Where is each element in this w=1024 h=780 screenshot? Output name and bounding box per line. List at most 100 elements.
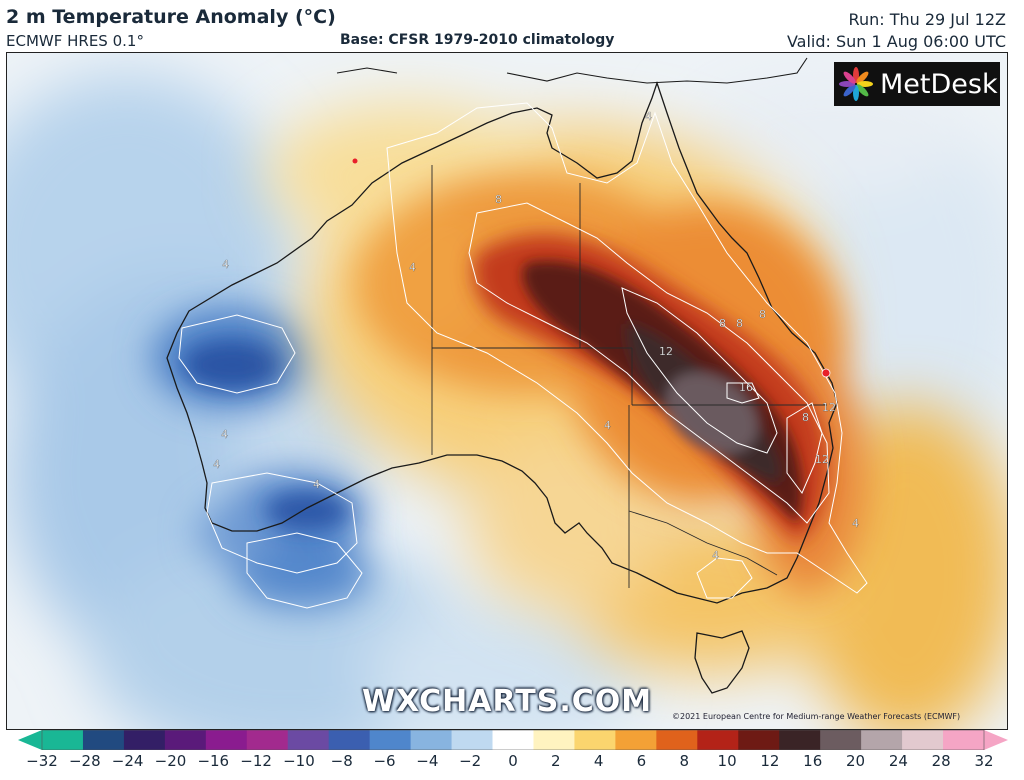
model-label: ECMWF HRES 0.1°	[6, 32, 144, 50]
nsw-vic-border	[628, 510, 778, 576]
legend-tick-label: −10	[283, 752, 315, 770]
colorbar-segment	[820, 730, 862, 750]
legend-tick-label: 20	[845, 752, 866, 770]
valid-time-label: Valid: Sun 1 Aug 06:00 UTC	[786, 32, 1006, 51]
legend-tick-label: −12	[240, 752, 272, 770]
contour-minus4-wa-north	[178, 314, 296, 394]
metdesk-flower-icon	[839, 67, 873, 101]
colorbar-segment	[164, 730, 207, 750]
colorbar-segment	[902, 730, 944, 750]
contour-label: 4	[222, 258, 229, 271]
colorbar-segment	[205, 730, 248, 750]
australia-coastline	[166, 80, 838, 604]
colorbar-segment	[861, 730, 903, 750]
colorbar-segment	[451, 730, 494, 750]
legend-tick-label: −20	[154, 752, 187, 770]
state-borders	[431, 165, 827, 588]
legend-tick-label: 10	[717, 752, 737, 770]
contour-label: 4	[712, 549, 719, 562]
colorbar-left-arrow	[18, 730, 42, 750]
colorbar-segment	[574, 730, 616, 750]
colorbar-segment	[656, 730, 698, 750]
legend-tick-label: 28	[931, 752, 951, 770]
contour-label: 4	[852, 517, 859, 530]
contour-8	[468, 202, 830, 524]
legend-tick-labels: −32 −28 −24 −20 −16 −12 −10 −8 −6 −4 −2 0 2 4 6 8 10 12 16…	[0, 752, 1024, 776]
legend-tick-label: −16	[197, 752, 230, 770]
contour-4-vic	[696, 557, 753, 599]
anomaly-map: 4 8 12 16 8 8 8 8 12 12 4 4 4 4 4 4 4 4	[6, 52, 1008, 730]
location-marker-darwin	[352, 158, 358, 164]
contour-lines	[178, 102, 868, 609]
colorbar-segment	[123, 730, 166, 750]
colorbar-segment	[943, 730, 985, 750]
contour-label: 4	[604, 419, 611, 432]
legend-tick-label: −24	[111, 752, 144, 770]
legend-tick-label: 16	[803, 752, 823, 770]
colorbar-segment	[492, 730, 535, 750]
colorbar-segment	[369, 730, 412, 750]
timor-coastline	[336, 67, 398, 74]
legend-tick-label: −28	[68, 752, 101, 770]
colorbar-segment	[246, 730, 289, 750]
legend-tick-label: 2	[551, 752, 561, 770]
map-canvas: 4 8 12 16 8 8 8 8 12 12 4 4 4 4 4 4 4 4	[7, 53, 1007, 729]
legend-tick-label: 24	[888, 752, 908, 770]
contour-4	[386, 102, 868, 594]
contour-16	[726, 382, 760, 404]
contour-label: 4	[213, 458, 220, 471]
legend-tick-label: −4	[416, 752, 439, 770]
contour-label: 16	[739, 381, 753, 394]
colorbar-segment	[615, 730, 657, 750]
legend-tick-label: 8	[679, 752, 690, 770]
wxcharts-watermark: WXCHARTS.COM	[362, 684, 653, 719]
legend-tick-label: 0	[508, 752, 518, 770]
colorbar-right-arrow	[984, 730, 1008, 750]
deep-cold-anomaly	[184, 341, 347, 529]
extreme-warm-anomaly	[522, 261, 802, 523]
contour-label: 8	[719, 317, 726, 330]
legend-tick-label: 12	[760, 752, 780, 770]
colorbar-segment	[42, 730, 84, 750]
legend-tick-label: −2	[459, 752, 482, 770]
contour-label: 12	[659, 345, 673, 358]
contour-label: 4	[409, 261, 416, 274]
colorbar-segment	[328, 730, 371, 750]
colorbar-segment	[287, 730, 330, 750]
colorbar-segment	[533, 730, 576, 750]
contour-minus4-wa-south	[206, 472, 358, 574]
contour-label: 12	[815, 453, 829, 466]
colorbar-segment	[738, 730, 780, 750]
legend-colorbar	[18, 730, 1008, 750]
legend-tick-label: 4	[593, 752, 604, 770]
location-marker-brisbane	[821, 368, 831, 378]
contour-label: 4	[313, 478, 320, 491]
colorbar-segment	[82, 730, 125, 750]
contour-label: 8	[736, 317, 743, 330]
run-time-label: Run: Thu 29 Jul 12Z	[848, 10, 1006, 29]
metdesk-logo: MetDesk	[834, 62, 1000, 106]
contour-minus4-ocean	[246, 532, 363, 609]
new-guinea-coastline	[506, 57, 808, 84]
chart-title: 2 m Temperature Anomaly (°C)	[6, 6, 336, 28]
legend-tick-label: −6	[373, 752, 396, 770]
legend-tick-label: 6	[636, 752, 647, 770]
contour-label: 4	[645, 110, 652, 123]
colorbar-segment	[697, 730, 739, 750]
metdesk-logo-text: MetDesk	[880, 68, 998, 100]
contour-label: 4	[221, 428, 228, 441]
ecmwf-copyright: ©2021 European Centre for Medium-range W…	[672, 712, 961, 721]
contour-label: 8	[495, 193, 502, 206]
contour-label: 12	[822, 401, 836, 414]
contour-label: 8	[802, 411, 809, 424]
contour-12	[621, 287, 778, 454]
contour-label: 8	[759, 308, 766, 321]
legend-tick-label: −32	[26, 752, 58, 770]
contour-label-group: 4 8 12 16 8 8 8 8 12 12 4 4 4 4 4 4 4 4	[213, 110, 859, 562]
colorbar-segment	[410, 730, 453, 750]
tasmania-coastline	[694, 630, 750, 694]
legend-tick-label: −8	[330, 752, 353, 770]
colorbar-segment	[779, 730, 821, 750]
climatology-base-label: Base: CFSR 1979-2010 climatology	[340, 32, 615, 48]
contour-12-east	[786, 402, 823, 494]
